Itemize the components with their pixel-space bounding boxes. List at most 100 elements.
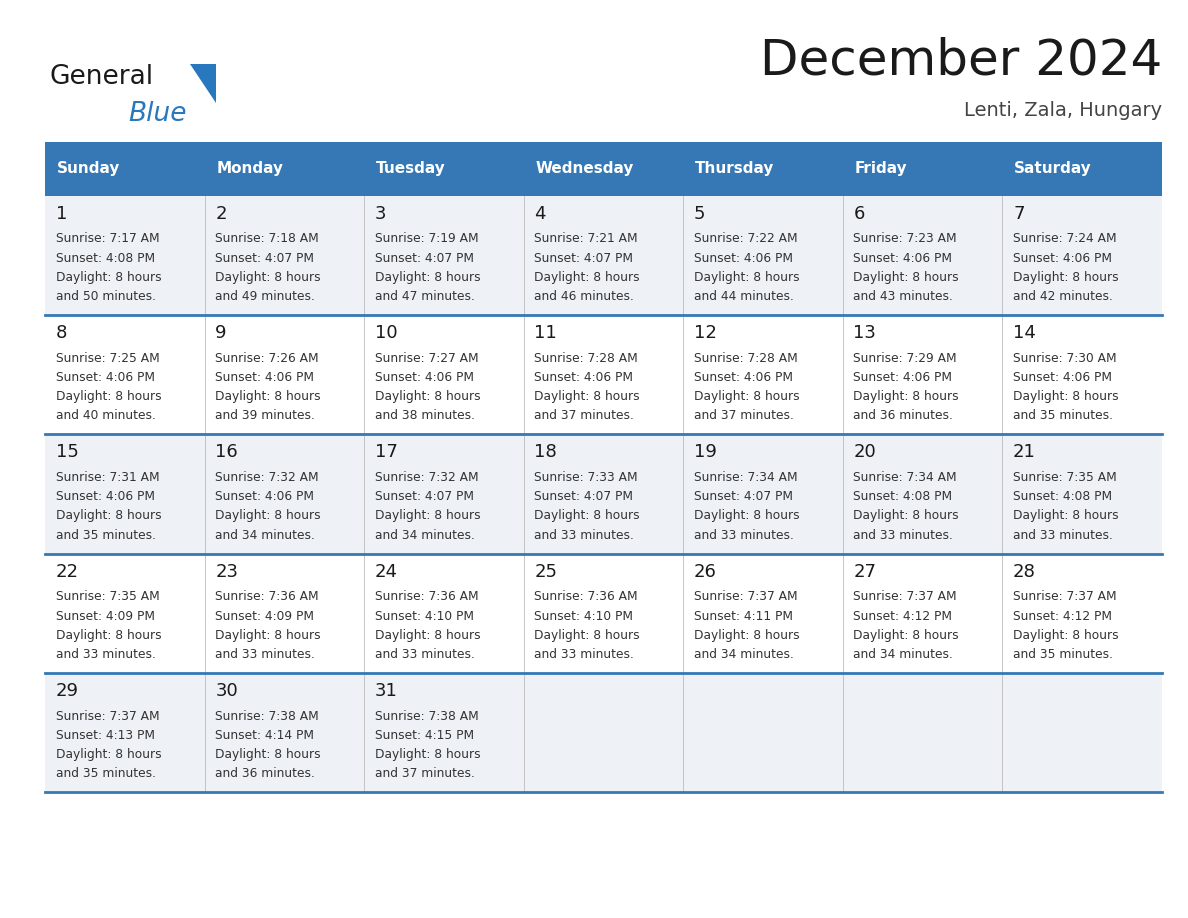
Text: 27: 27 bbox=[853, 563, 877, 581]
Text: 4: 4 bbox=[535, 205, 546, 223]
Text: 22: 22 bbox=[56, 563, 78, 581]
Text: and 42 minutes.: and 42 minutes. bbox=[1013, 290, 1113, 303]
Text: 20: 20 bbox=[853, 443, 877, 462]
Text: Lenti, Zala, Hungary: Lenti, Zala, Hungary bbox=[963, 101, 1162, 120]
Text: Sunset: 4:08 PM: Sunset: 4:08 PM bbox=[1013, 490, 1112, 503]
Text: Sunrise: 7:30 AM: Sunrise: 7:30 AM bbox=[1013, 352, 1117, 364]
Text: 8: 8 bbox=[56, 324, 68, 342]
Text: and 37 minutes.: and 37 minutes. bbox=[535, 409, 634, 422]
Text: 31: 31 bbox=[375, 682, 398, 700]
Text: Sunset: 4:07 PM: Sunset: 4:07 PM bbox=[535, 490, 633, 503]
Text: Sunset: 4:07 PM: Sunset: 4:07 PM bbox=[694, 490, 792, 503]
Text: 29: 29 bbox=[56, 682, 78, 700]
Text: Daylight: 8 hours: Daylight: 8 hours bbox=[375, 748, 480, 761]
Text: 13: 13 bbox=[853, 324, 877, 342]
Text: 23: 23 bbox=[215, 563, 239, 581]
Text: Sunrise: 7:28 AM: Sunrise: 7:28 AM bbox=[535, 352, 638, 364]
Text: Daylight: 8 hours: Daylight: 8 hours bbox=[56, 748, 162, 761]
Text: 2: 2 bbox=[215, 205, 227, 223]
Text: and 34 minutes.: and 34 minutes. bbox=[694, 648, 794, 661]
Text: Daylight: 8 hours: Daylight: 8 hours bbox=[375, 271, 480, 284]
Text: 26: 26 bbox=[694, 563, 716, 581]
Text: 30: 30 bbox=[215, 682, 238, 700]
Text: 10: 10 bbox=[375, 324, 398, 342]
Text: Sunrise: 7:37 AM: Sunrise: 7:37 AM bbox=[56, 710, 159, 722]
Text: 28: 28 bbox=[1013, 563, 1036, 581]
Text: and 49 minutes.: and 49 minutes. bbox=[215, 290, 315, 303]
Text: Daylight: 8 hours: Daylight: 8 hours bbox=[694, 390, 800, 403]
Text: Sunset: 4:09 PM: Sunset: 4:09 PM bbox=[56, 610, 154, 622]
Text: Sunset: 4:12 PM: Sunset: 4:12 PM bbox=[1013, 610, 1112, 622]
Text: Daylight: 8 hours: Daylight: 8 hours bbox=[215, 509, 321, 522]
Text: Sunset: 4:06 PM: Sunset: 4:06 PM bbox=[56, 490, 154, 503]
Text: 12: 12 bbox=[694, 324, 716, 342]
Text: Sunrise: 7:21 AM: Sunrise: 7:21 AM bbox=[535, 232, 638, 245]
Text: and 33 minutes.: and 33 minutes. bbox=[215, 648, 315, 661]
Text: Sunset: 4:06 PM: Sunset: 4:06 PM bbox=[535, 371, 633, 384]
Text: and 50 minutes.: and 50 minutes. bbox=[56, 290, 156, 303]
Text: Daylight: 8 hours: Daylight: 8 hours bbox=[215, 748, 321, 761]
Text: Sunrise: 7:31 AM: Sunrise: 7:31 AM bbox=[56, 471, 159, 484]
Text: and 44 minutes.: and 44 minutes. bbox=[694, 290, 794, 303]
Text: Sunrise: 7:22 AM: Sunrise: 7:22 AM bbox=[694, 232, 797, 245]
Text: Sunset: 4:06 PM: Sunset: 4:06 PM bbox=[56, 371, 154, 384]
Text: Sunset: 4:07 PM: Sunset: 4:07 PM bbox=[375, 490, 474, 503]
Text: Sunset: 4:06 PM: Sunset: 4:06 PM bbox=[1013, 252, 1112, 264]
Text: Sunset: 4:07 PM: Sunset: 4:07 PM bbox=[215, 252, 315, 264]
Text: Sunset: 4:13 PM: Sunset: 4:13 PM bbox=[56, 729, 154, 742]
Text: Sunrise: 7:25 AM: Sunrise: 7:25 AM bbox=[56, 352, 159, 364]
Text: Daylight: 8 hours: Daylight: 8 hours bbox=[853, 271, 959, 284]
Text: Sunrise: 7:17 AM: Sunrise: 7:17 AM bbox=[56, 232, 159, 245]
Text: Daylight: 8 hours: Daylight: 8 hours bbox=[694, 509, 800, 522]
Text: Daylight: 8 hours: Daylight: 8 hours bbox=[853, 509, 959, 522]
Text: Sunset: 4:12 PM: Sunset: 4:12 PM bbox=[853, 610, 953, 622]
Text: and 37 minutes.: and 37 minutes. bbox=[375, 767, 475, 780]
Text: Sunset: 4:06 PM: Sunset: 4:06 PM bbox=[853, 252, 953, 264]
Text: and 35 minutes.: and 35 minutes. bbox=[1013, 409, 1113, 422]
Text: Daylight: 8 hours: Daylight: 8 hours bbox=[375, 629, 480, 642]
Text: Sunrise: 7:37 AM: Sunrise: 7:37 AM bbox=[1013, 590, 1117, 603]
Text: Friday: Friday bbox=[854, 162, 908, 176]
Text: Sunrise: 7:36 AM: Sunrise: 7:36 AM bbox=[535, 590, 638, 603]
Text: and 34 minutes.: and 34 minutes. bbox=[853, 648, 953, 661]
Text: 15: 15 bbox=[56, 443, 78, 462]
Text: Sunset: 4:09 PM: Sunset: 4:09 PM bbox=[215, 610, 315, 622]
Text: Blue: Blue bbox=[128, 101, 187, 127]
Text: and 34 minutes.: and 34 minutes. bbox=[215, 529, 315, 542]
Text: Sunrise: 7:32 AM: Sunrise: 7:32 AM bbox=[375, 471, 479, 484]
Text: and 35 minutes.: and 35 minutes. bbox=[56, 529, 156, 542]
Text: and 33 minutes.: and 33 minutes. bbox=[56, 648, 156, 661]
Text: 5: 5 bbox=[694, 205, 706, 223]
Text: and 46 minutes.: and 46 minutes. bbox=[535, 290, 634, 303]
Text: Saturday: Saturday bbox=[1015, 162, 1092, 176]
Text: 16: 16 bbox=[215, 443, 238, 462]
Text: and 36 minutes.: and 36 minutes. bbox=[853, 409, 953, 422]
Text: and 35 minutes.: and 35 minutes. bbox=[56, 767, 156, 780]
Text: Tuesday: Tuesday bbox=[377, 162, 446, 176]
Text: 3: 3 bbox=[375, 205, 386, 223]
Text: and 38 minutes.: and 38 minutes. bbox=[375, 409, 475, 422]
Text: Daylight: 8 hours: Daylight: 8 hours bbox=[1013, 509, 1119, 522]
Text: Sunset: 4:07 PM: Sunset: 4:07 PM bbox=[375, 252, 474, 264]
Text: Daylight: 8 hours: Daylight: 8 hours bbox=[1013, 390, 1119, 403]
Text: 19: 19 bbox=[694, 443, 716, 462]
Text: 7: 7 bbox=[1013, 205, 1024, 223]
Text: Sunrise: 7:33 AM: Sunrise: 7:33 AM bbox=[535, 471, 638, 484]
Text: and 34 minutes.: and 34 minutes. bbox=[375, 529, 475, 542]
Text: 24: 24 bbox=[375, 563, 398, 581]
Text: and 35 minutes.: and 35 minutes. bbox=[1013, 648, 1113, 661]
Text: Sunrise: 7:18 AM: Sunrise: 7:18 AM bbox=[215, 232, 320, 245]
Text: Sunrise: 7:24 AM: Sunrise: 7:24 AM bbox=[1013, 232, 1117, 245]
Text: Daylight: 8 hours: Daylight: 8 hours bbox=[535, 390, 640, 403]
Text: Sunrise: 7:35 AM: Sunrise: 7:35 AM bbox=[1013, 471, 1117, 484]
Text: and 33 minutes.: and 33 minutes. bbox=[375, 648, 475, 661]
Text: Daylight: 8 hours: Daylight: 8 hours bbox=[56, 629, 162, 642]
Text: Sunset: 4:15 PM: Sunset: 4:15 PM bbox=[375, 729, 474, 742]
Text: Sunrise: 7:35 AM: Sunrise: 7:35 AM bbox=[56, 590, 159, 603]
Text: Sunset: 4:08 PM: Sunset: 4:08 PM bbox=[853, 490, 953, 503]
Text: Daylight: 8 hours: Daylight: 8 hours bbox=[694, 271, 800, 284]
Text: Daylight: 8 hours: Daylight: 8 hours bbox=[535, 509, 640, 522]
Text: Wednesday: Wednesday bbox=[536, 162, 634, 176]
Text: and 33 minutes.: and 33 minutes. bbox=[1013, 529, 1113, 542]
Text: December 2024: December 2024 bbox=[759, 37, 1162, 84]
